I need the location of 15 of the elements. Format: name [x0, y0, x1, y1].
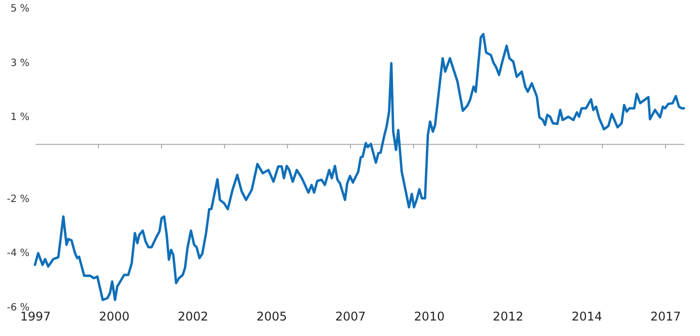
line-series	[34, 32, 686, 302]
x-tick-label: 1997	[20, 310, 51, 324]
y-tick-label: -4 %	[6, 248, 30, 260]
y-tick-label: 5 %	[10, 4, 30, 14]
x-tick-label: 2007	[335, 310, 366, 324]
x-tick-label: 2000	[98, 310, 130, 324]
x-tick-label: 2005	[256, 310, 288, 324]
y-tick-label: -2 %	[6, 194, 30, 205]
y-tick-label: 1 %	[10, 112, 30, 124]
x-tick-label: 2017	[650, 310, 681, 324]
y-tick-label: 3 %	[10, 58, 30, 69]
x-tick-label: 2012	[492, 310, 524, 324]
x-tick-label: 2002	[178, 310, 208, 324]
x-tick-label: 2014	[572, 310, 602, 324]
x-tick-label: 2010	[414, 310, 445, 324]
